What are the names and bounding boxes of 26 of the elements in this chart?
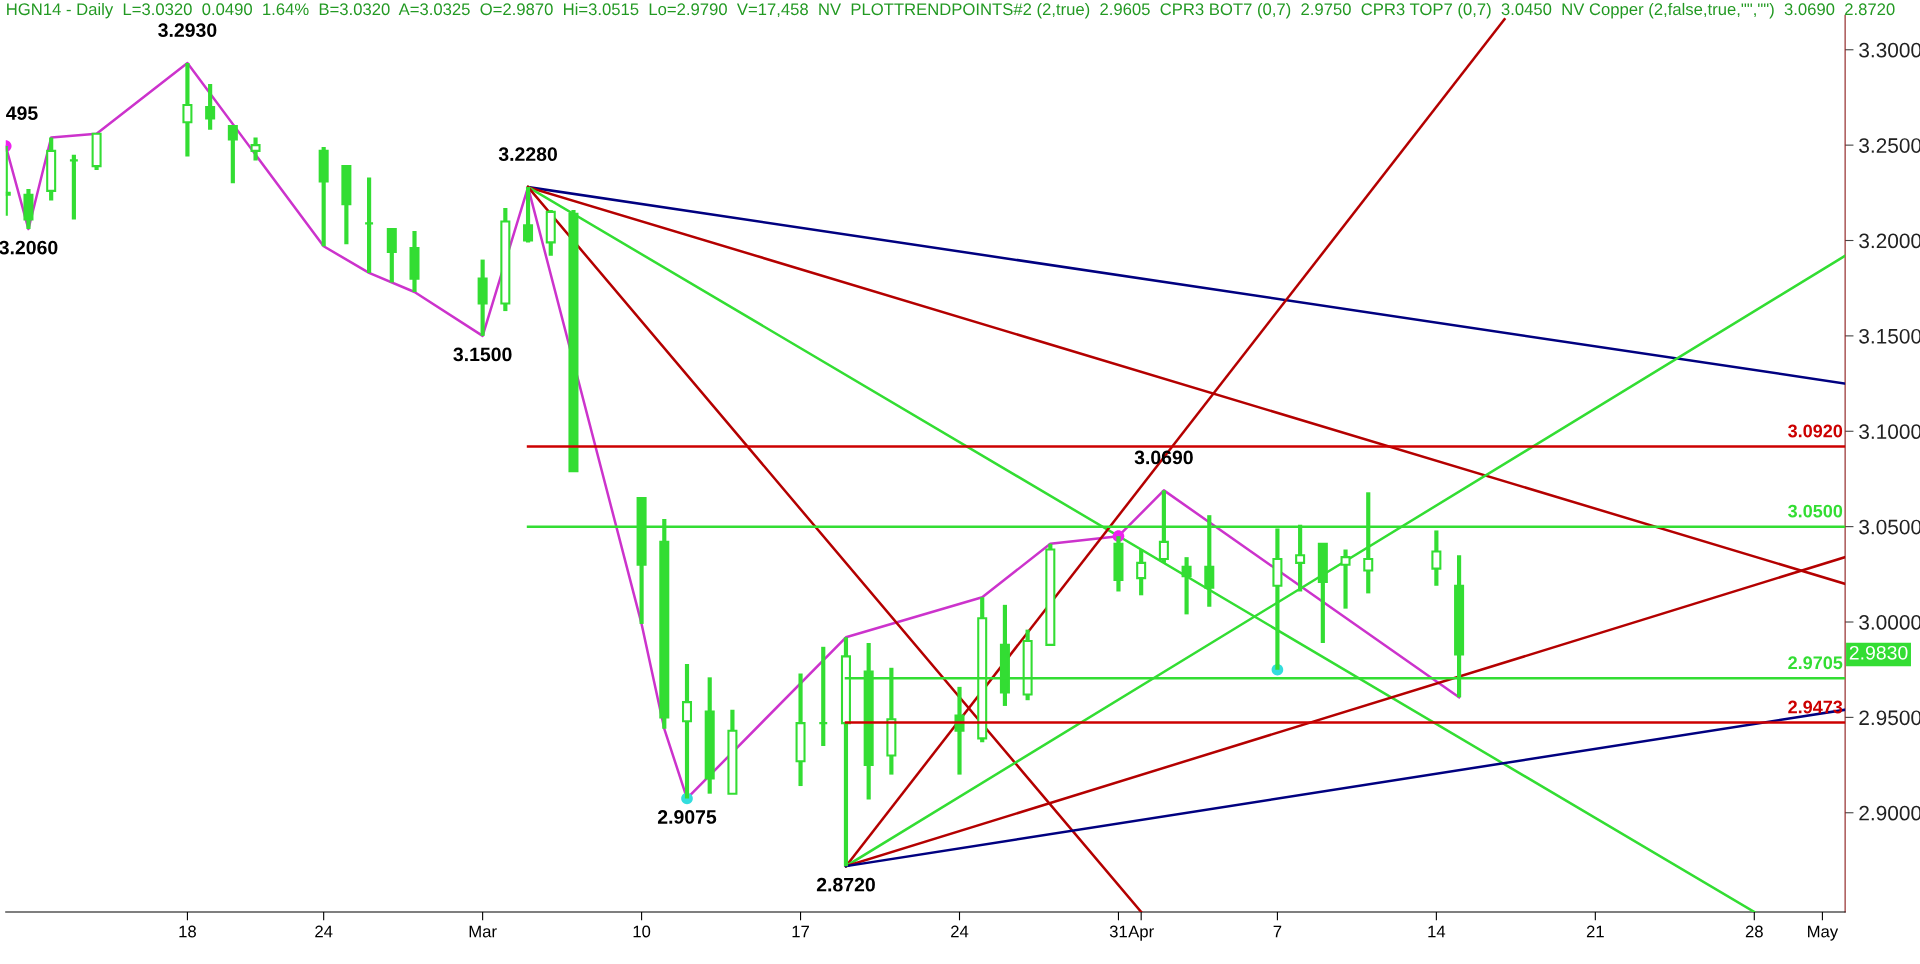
x-tick-label: 14 xyxy=(1428,925,1446,938)
series-label: 2.9473 xyxy=(1788,700,1843,714)
x-tick-label: 17 xyxy=(792,925,809,938)
x-tick-label: 31 xyxy=(1109,925,1127,938)
series-label: 3.0920 xyxy=(1788,424,1843,438)
text: 2.9830 xyxy=(1849,645,1908,660)
x-tick-label: 10 xyxy=(633,925,651,938)
annotation: 3.1500 xyxy=(453,347,512,362)
annotation: 3.2280 xyxy=(498,147,557,162)
x-tick-label: 24 xyxy=(951,925,969,938)
x-tick-label: Apr xyxy=(1128,925,1154,941)
annotation: 2.8720 xyxy=(816,877,875,892)
annotation: 3.2930 xyxy=(158,23,217,38)
x-tick-label: 18 xyxy=(179,925,196,938)
x-tick-label: 24 xyxy=(315,925,333,938)
annotation: 3.2060 xyxy=(0,240,58,255)
chart-title: HGN14 - Daily L=3.0320 0.0490 1.64% B=3.0320 A=3.0325 O=2.9870 Hi=3.0515 Lo=2.9790 V=17,458 NV PLOTTRENDPOINTS#2 (2,true) 2.9605 CPR3 BOT7 (0,7) 2.9750 CPR3 TOP7 (0,7) 3.0450 NV Copper (2,false,true,"","") 3.0690 2.8720 xyxy=(7,2,1895,19)
x-tick-label: Mar xyxy=(469,925,497,938)
legend-label: 2.9705 xyxy=(1788,656,1843,670)
x-tick-label: 21 xyxy=(1586,925,1604,938)
series-label: 3.0500 xyxy=(1788,504,1843,518)
annotation: 495 xyxy=(6,106,38,121)
x-tick-label: 7 xyxy=(1273,925,1282,938)
x-tick-label: May xyxy=(1808,925,1839,941)
x-tick-label: 28 xyxy=(1745,925,1763,938)
annotation: 2.9075 xyxy=(657,810,717,824)
